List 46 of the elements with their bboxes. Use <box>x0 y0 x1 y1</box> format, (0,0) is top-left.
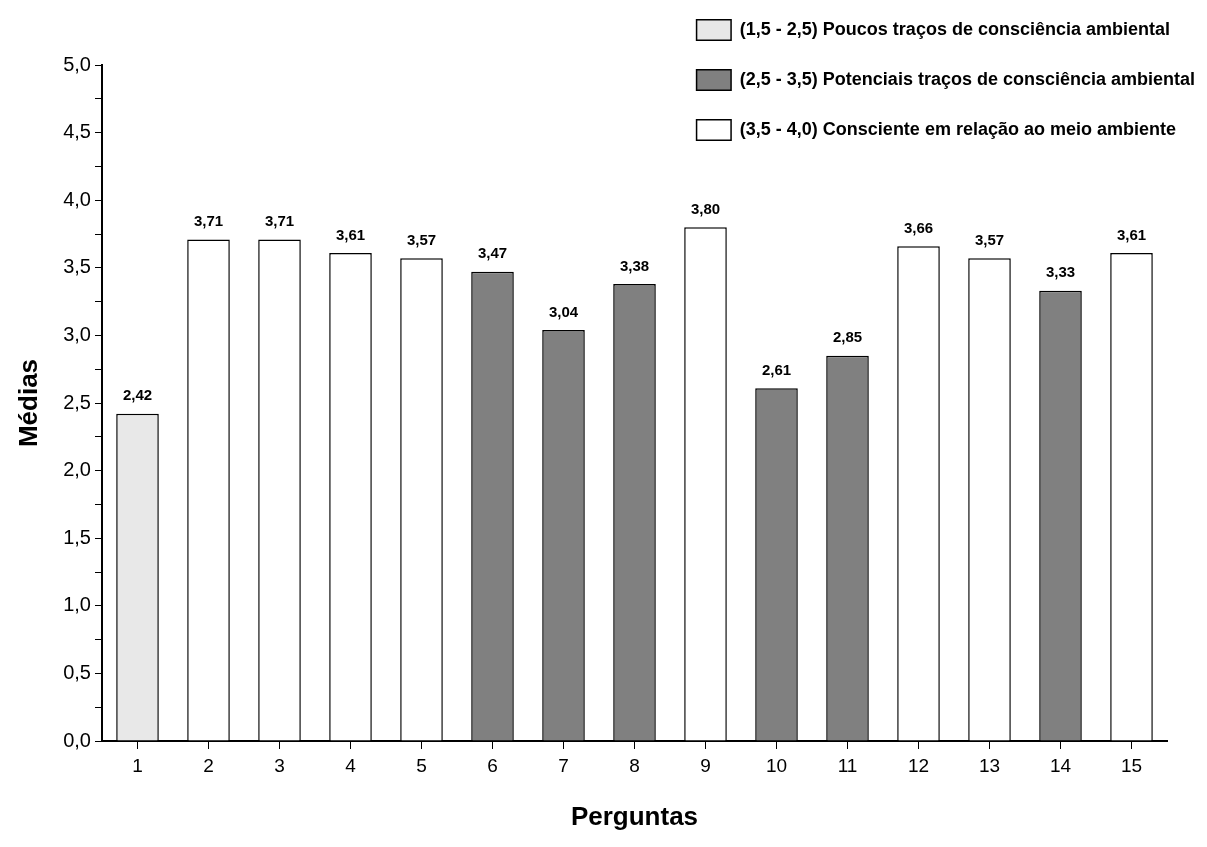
x-tick-label: 3 <box>274 754 285 776</box>
y-tick-label: 5,0 <box>63 52 91 75</box>
legend-label: (2,5 - 3,5) Potenciais traços de consciência ambiental <box>739 68 1196 89</box>
x-tick-label: 6 <box>487 754 498 776</box>
y-tick-label: 3,5 <box>63 255 91 278</box>
x-tick-label: 11 <box>837 754 858 776</box>
data-label: 3,04 <box>548 302 579 320</box>
x-tick-label: 15 <box>1120 754 1143 776</box>
data-label: 3,57 <box>406 230 437 248</box>
y-tick-label: 3,0 <box>63 322 91 345</box>
y-axis-title: Médias <box>12 358 43 448</box>
x-tick-label: 9 <box>700 754 711 776</box>
data-label: 3,71 <box>193 212 224 230</box>
data-label: 3,71 <box>264 212 295 230</box>
data-label: 3,66 <box>903 218 934 236</box>
data-label: 3,38 <box>619 256 650 274</box>
data-label: 3,61 <box>335 225 366 243</box>
x-tick-label: 4 <box>345 754 357 776</box>
x-tick-label: 12 <box>907 754 930 776</box>
data-label: 3,80 <box>690 199 721 217</box>
data-label: 3,33 <box>1045 263 1076 281</box>
x-tick-label: 13 <box>978 754 1001 776</box>
x-tick-label: 10 <box>765 754 788 776</box>
y-tick-label: 4,5 <box>63 120 91 143</box>
legend-label: (3,5 - 4,0) Consciente em relação ao meio ambiente <box>739 118 1176 139</box>
x-tick-label: 2 <box>203 754 214 776</box>
y-tick-label: 4,0 <box>63 187 91 210</box>
data-label: 3,61 <box>1116 225 1147 243</box>
y-tick-label: 0,0 <box>63 728 91 751</box>
data-label: 3,47 <box>477 244 508 262</box>
y-tick-label: 1,0 <box>63 593 91 616</box>
data-label: 2,85 <box>832 328 863 346</box>
legend-label: (1,5 - 2,5) Poucos traços de consciência ambiental <box>739 18 1170 39</box>
y-tick-label: 1,5 <box>63 525 91 548</box>
x-tick-label: 1 <box>132 754 143 776</box>
data-label: 3,57 <box>974 230 1005 248</box>
data-label: 2,42 <box>122 386 153 404</box>
y-tick-label: 0,5 <box>63 660 91 683</box>
x-tick-label: 5 <box>416 754 427 776</box>
x-tick-label: 14 <box>1049 754 1072 776</box>
y-tick-label: 2,0 <box>63 458 91 481</box>
x-axis-title: Perguntas <box>570 800 699 831</box>
x-tick-label: 7 <box>558 754 569 776</box>
data-label: 2,61 <box>761 360 792 378</box>
y-tick-label: 2,5 <box>63 390 91 413</box>
x-tick-label: 8 <box>629 754 640 776</box>
